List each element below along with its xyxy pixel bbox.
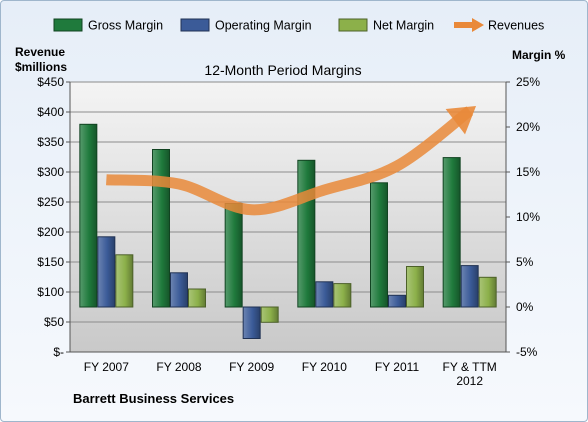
- bar-operating-margin: [388, 294, 406, 308]
- left-tick-label: $150: [37, 255, 64, 269]
- legend-label: Gross Margin: [88, 19, 163, 33]
- revenues-line: [106, 106, 474, 216]
- right-tick-label: 25%: [516, 75, 540, 89]
- legend-item: Revenues: [454, 18, 544, 33]
- bar-net-margin: [333, 283, 352, 308]
- legend-swatch: [53, 18, 83, 32]
- left-tick-label: $400: [37, 105, 64, 119]
- bar-gross-margin: [152, 149, 170, 308]
- bar-operating-margin: [170, 272, 188, 308]
- left-axis-label-line1: Revenue: [15, 45, 65, 59]
- legend-label: Revenues: [488, 19, 544, 33]
- x-tick-label: FY 2008: [156, 360, 201, 374]
- x-tick-label-line: FY & TTM: [443, 360, 497, 374]
- x-tick-label: FY 2009: [229, 360, 274, 374]
- left-tick-label: $50: [44, 315, 64, 329]
- revenues-arrowhead: [445, 105, 477, 135]
- bar-operating-margin: [460, 265, 479, 308]
- left-tick-label: $250: [37, 195, 64, 209]
- x-tick-label: FY 2011: [375, 360, 420, 374]
- left-tick-label: $350: [37, 135, 64, 149]
- legend-arrow-swatch: [472, 18, 484, 32]
- bar-net-margin: [115, 254, 134, 308]
- right-tick-label: 20%: [516, 120, 540, 134]
- x-tick-label-line: FY 2011: [375, 360, 420, 374]
- x-tick-label: FY & TTM 2012: [443, 360, 497, 388]
- bar-operating-margin: [315, 281, 334, 308]
- company-name: Barrett Business Services: [73, 391, 234, 406]
- left-tick-label: $300: [37, 165, 64, 179]
- x-tick-label-line: FY 2010: [302, 360, 347, 374]
- right-tick-label: 10%: [516, 210, 540, 224]
- x-tick-label-line: FY 2007: [84, 360, 129, 374]
- legend-item: Net Margin: [338, 18, 434, 33]
- x-tick-label: FY 2010: [302, 360, 347, 374]
- plot-area: [70, 82, 506, 352]
- left-tick-label: $-: [53, 345, 64, 359]
- bar-net-margin: [188, 288, 206, 308]
- right-tick-label: 15%: [516, 165, 540, 179]
- x-tick-label: FY 2007: [84, 360, 129, 374]
- bar-gross-margin: [370, 182, 388, 308]
- right-tick-label: 0%: [516, 300, 534, 314]
- bar-gross-margin: [224, 203, 243, 308]
- bar-operating-margin: [242, 306, 261, 339]
- chart-title: 12-Month Period Margins: [204, 62, 361, 78]
- left-tick-label: $200: [37, 225, 64, 239]
- bar-gross-margin: [442, 157, 461, 308]
- legend-item: Gross Margin: [53, 18, 163, 33]
- bar-operating-margin: [97, 236, 116, 308]
- left-tick-label: $100: [37, 285, 64, 299]
- bar-gross-margin: [297, 159, 316, 308]
- left-tick-label: $450: [37, 75, 64, 89]
- x-tick-label-line: FY 2009: [229, 360, 274, 374]
- legend-item: Operating Margin: [180, 18, 312, 33]
- legend-swatch: [180, 18, 210, 32]
- legend-label: Operating Margin: [215, 19, 312, 33]
- bar-gross-margin: [79, 123, 98, 308]
- right-axis-label: Margin %: [512, 48, 566, 62]
- x-tick-label-line: FY 2008: [156, 360, 201, 374]
- bar-net-margin: [260, 306, 279, 323]
- right-tick-label: -5%: [516, 345, 538, 359]
- legend-label: Net Margin: [373, 19, 434, 33]
- right-tick-label: 5%: [516, 255, 534, 269]
- legend-swatch: [338, 18, 368, 32]
- left-axis-label-line2: $millions: [15, 60, 67, 74]
- bar-net-margin: [478, 276, 497, 308]
- x-tick-label-line: 2012: [456, 374, 483, 388]
- bar-net-margin: [406, 266, 424, 308]
